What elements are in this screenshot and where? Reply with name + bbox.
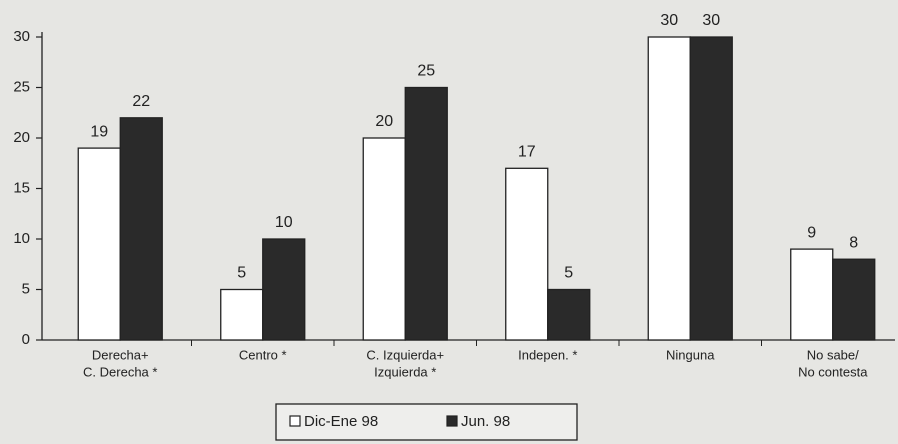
x-tick-label: C. Derecha * xyxy=(83,364,157,379)
y-tick-label: 15 xyxy=(13,179,30,196)
y-tick-label: 25 xyxy=(13,78,30,95)
bar xyxy=(647,36,691,341)
bar xyxy=(220,288,264,341)
bar xyxy=(362,137,406,341)
y-tick-label: 10 xyxy=(13,230,30,247)
value-label: 30 xyxy=(660,12,678,29)
y-tick-label: 0 xyxy=(22,331,30,348)
value-label: 8 xyxy=(849,234,858,251)
legend-box xyxy=(275,403,578,441)
x-tick-label: No contesta xyxy=(798,364,868,379)
x-tick-label: No sabe/ xyxy=(807,347,859,362)
value-label: 9 xyxy=(807,224,816,241)
value-label: 19 xyxy=(90,123,108,140)
value-label: 5 xyxy=(237,265,246,282)
bar xyxy=(119,117,163,341)
y-tick-label: 20 xyxy=(13,129,30,146)
value-label: 10 xyxy=(275,214,293,231)
bar xyxy=(262,238,306,341)
legend-swatch xyxy=(289,415,301,427)
bar xyxy=(790,248,834,341)
x-tick-label: Centro * xyxy=(239,347,287,362)
bar xyxy=(404,86,448,341)
bar xyxy=(547,288,591,341)
x-tick-label: C. Izquierda+ xyxy=(366,347,444,362)
legend-swatch xyxy=(446,415,458,427)
bar xyxy=(832,258,876,341)
bar xyxy=(77,147,121,341)
value-label: 30 xyxy=(702,12,720,29)
x-tick-label: Izquierda * xyxy=(374,364,436,379)
x-tick-label: Indepen. * xyxy=(518,347,577,362)
value-label: 25 xyxy=(417,63,435,80)
y-tick-label: 5 xyxy=(22,280,30,297)
legend-label: Dic-Ene 98 xyxy=(304,413,378,430)
y-tick-label: 30 xyxy=(13,28,30,45)
bar xyxy=(689,36,733,341)
value-label: 5 xyxy=(564,265,573,282)
x-tick-label: Derecha+ xyxy=(92,347,149,362)
bar xyxy=(505,167,549,341)
value-label: 22 xyxy=(132,93,150,110)
x-tick-label: Ninguna xyxy=(666,347,715,362)
value-label: 17 xyxy=(518,144,536,161)
value-label: 20 xyxy=(375,113,393,130)
legend-label: Jun. 98 xyxy=(461,413,510,430)
